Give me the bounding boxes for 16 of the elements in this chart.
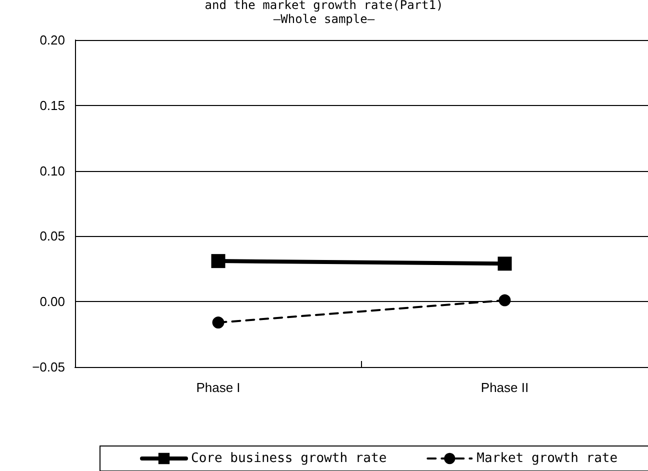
y-tick-label: 0.05 xyxy=(40,228,65,244)
x-tick-label: Phase II xyxy=(480,380,529,395)
legend-label: Core business growth rate xyxy=(191,451,387,466)
chart-title: and the market growth rate(Part1) xyxy=(204,0,444,12)
x-tick-label: Phase I xyxy=(196,380,240,395)
y-tick-label: 0.15 xyxy=(40,98,65,113)
y-tick-label: 0.00 xyxy=(40,294,65,310)
y-tick-label: 0.20 xyxy=(40,32,65,48)
point xyxy=(498,294,511,306)
legend-label: Market growth rate xyxy=(476,451,618,466)
point xyxy=(212,316,224,329)
point xyxy=(211,254,226,268)
point xyxy=(498,256,512,271)
y-tick-label: 0.10 xyxy=(40,163,65,178)
y-tick-label: −0.05 xyxy=(32,360,65,374)
chart-subtitle: —Whole sample— xyxy=(273,12,376,26)
